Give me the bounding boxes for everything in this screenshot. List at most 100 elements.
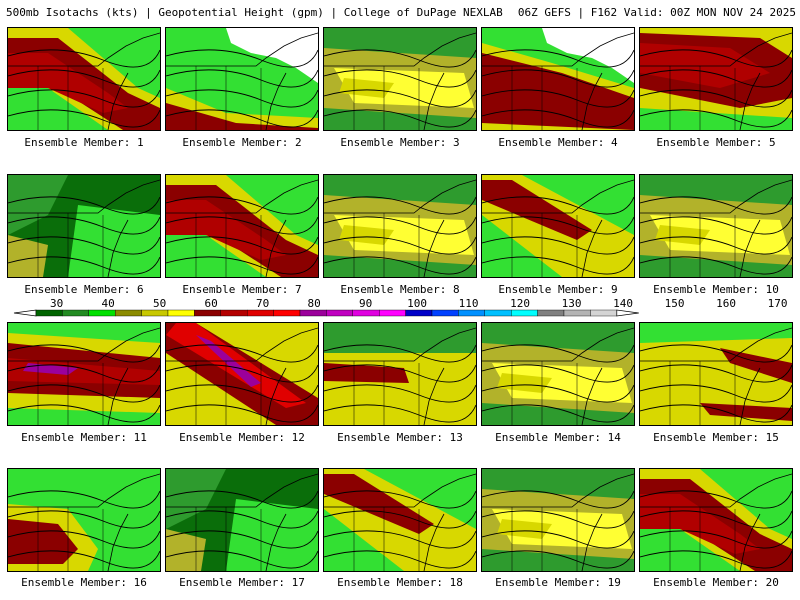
border-line bbox=[324, 179, 476, 214]
panel-member-2 bbox=[165, 27, 319, 131]
border-line bbox=[8, 179, 160, 214]
isotach-band bbox=[720, 348, 792, 383]
panel-member-17 bbox=[165, 468, 319, 572]
colorbar-segment bbox=[62, 309, 90, 317]
member-map bbox=[640, 323, 792, 425]
colorbar-segment bbox=[352, 309, 380, 317]
colorbar-tick-label: 170 bbox=[768, 297, 788, 310]
panel-member-18 bbox=[323, 468, 477, 572]
colorbar-segment bbox=[299, 309, 327, 317]
panel-member-6 bbox=[7, 174, 161, 278]
member-map bbox=[482, 28, 634, 130]
label-member-17: Ensemble Member: 17 bbox=[179, 576, 305, 589]
colorbar-segment bbox=[563, 309, 591, 317]
isotach-band bbox=[655, 225, 710, 245]
coastline bbox=[423, 513, 445, 571]
member-map bbox=[8, 323, 160, 425]
coastline bbox=[265, 513, 287, 571]
colorbar-tick-label: 150 bbox=[665, 297, 685, 310]
height-contour bbox=[324, 49, 476, 68]
colorbar-segment bbox=[141, 309, 169, 317]
colorbar-tick-label: 70 bbox=[256, 297, 269, 310]
border-line bbox=[324, 327, 476, 362]
coastline bbox=[107, 219, 129, 277]
label-member-9: Ensemble Member: 9 bbox=[498, 283, 618, 296]
label-member-13: Ensemble Member: 13 bbox=[337, 431, 463, 444]
label-member-20: Ensemble Member: 20 bbox=[653, 576, 779, 589]
isotach-band bbox=[339, 225, 394, 245]
colorbar-tick-label: 160 bbox=[716, 297, 736, 310]
member-map bbox=[166, 323, 318, 425]
height-contour bbox=[8, 49, 160, 68]
colorbar-tick-label: 50 bbox=[153, 297, 166, 310]
label-member-16: Ensemble Member: 16 bbox=[21, 576, 147, 589]
state-line bbox=[37, 361, 104, 425]
border-line bbox=[166, 327, 318, 362]
height-contour bbox=[482, 344, 634, 363]
state-line bbox=[37, 507, 104, 571]
member-map bbox=[482, 323, 634, 425]
border-line bbox=[640, 473, 792, 508]
header-title-left: 500mb Isotachs (kts) | Geopotential Heig… bbox=[6, 6, 503, 19]
border-line bbox=[324, 32, 476, 67]
height-contour bbox=[166, 344, 318, 363]
state-line bbox=[353, 213, 420, 277]
member-map bbox=[166, 175, 318, 277]
coastline bbox=[107, 72, 129, 130]
colorbar-segment bbox=[35, 309, 63, 317]
colorbar-segment bbox=[537, 309, 565, 317]
panel-member-8 bbox=[323, 174, 477, 278]
height-contour bbox=[8, 196, 160, 215]
coastline bbox=[739, 219, 761, 277]
isotach-band bbox=[339, 78, 394, 98]
border-line bbox=[166, 32, 318, 67]
panel-member-20 bbox=[639, 468, 793, 572]
isotach-band bbox=[482, 53, 634, 130]
height-contour bbox=[166, 196, 318, 215]
colorbar-segment bbox=[511, 309, 538, 317]
colorbar-segment bbox=[167, 309, 195, 317]
coastline bbox=[423, 367, 445, 425]
height-contour bbox=[324, 490, 476, 509]
colorbar-tick-label: 90 bbox=[359, 297, 372, 310]
state-line bbox=[353, 507, 420, 571]
label-member-19: Ensemble Member: 19 bbox=[495, 576, 621, 589]
panel-member-1 bbox=[7, 27, 161, 131]
isotach-band bbox=[166, 469, 226, 529]
coastline bbox=[265, 72, 287, 130]
colorbar-tick-label: 120 bbox=[510, 297, 530, 310]
panel-member-11 bbox=[7, 322, 161, 426]
colorbar-segment bbox=[88, 309, 116, 317]
isotach-band bbox=[334, 68, 474, 108]
state-line bbox=[195, 507, 262, 571]
coastline bbox=[107, 367, 129, 425]
member-map bbox=[324, 175, 476, 277]
label-member-6: Ensemble Member: 6 bbox=[24, 283, 144, 296]
state-line bbox=[195, 66, 262, 130]
state-line bbox=[353, 66, 420, 130]
coastline bbox=[423, 72, 445, 130]
colorbar-segment bbox=[194, 309, 221, 317]
isotach-band bbox=[324, 363, 409, 383]
coastline bbox=[581, 513, 603, 571]
panel-member-16 bbox=[7, 468, 161, 572]
isotach-band bbox=[226, 499, 318, 571]
height-contour bbox=[482, 196, 634, 215]
colorbar-segment bbox=[246, 309, 274, 317]
isotach-band bbox=[640, 43, 770, 88]
height-contour bbox=[640, 196, 792, 215]
state-line bbox=[511, 66, 578, 130]
label-member-7: Ensemble Member: 7 bbox=[182, 283, 302, 296]
colorbar-arrow-left bbox=[13, 309, 37, 317]
label-member-8: Ensemble Member: 8 bbox=[340, 283, 460, 296]
coastline bbox=[581, 367, 603, 425]
panel-member-5 bbox=[639, 27, 793, 131]
isotach-band bbox=[8, 175, 68, 235]
border-line bbox=[8, 327, 160, 362]
coastline bbox=[265, 219, 287, 277]
label-member-1: Ensemble Member: 1 bbox=[24, 136, 144, 149]
panel-member-7 bbox=[165, 174, 319, 278]
colorbar-tick-label: 60 bbox=[204, 297, 217, 310]
member-map bbox=[8, 175, 160, 277]
isotach-band bbox=[650, 215, 790, 255]
